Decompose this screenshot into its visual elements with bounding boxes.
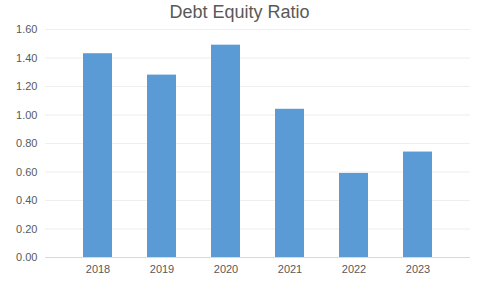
svg-text:1.40: 1.40 — [16, 52, 37, 64]
svg-text:0.20: 0.20 — [16, 223, 37, 235]
svg-text:2018: 2018 — [86, 263, 110, 275]
html-text:Debt Equity Ratio: Debt Equity Ratio — [169, 2, 310, 22]
svg-text:0.40: 0.40 — [16, 194, 37, 206]
svg-text:1.00: 1.00 — [16, 109, 37, 121]
svg-text:0.60: 0.60 — [16, 166, 37, 178]
svg-text:0.80: 0.80 — [16, 137, 37, 149]
svg-text:1.60: 1.60 — [16, 23, 37, 35]
svg-text:2020: 2020 — [214, 263, 238, 275]
svg-text:2021: 2021 — [278, 263, 302, 275]
svg-text:2019: 2019 — [150, 263, 174, 275]
svg-text:2023: 2023 — [406, 263, 430, 275]
svg-text:1.20: 1.20 — [16, 80, 37, 92]
svg-text:0.00: 0.00 — [16, 251, 37, 263]
svg-text:2022: 2022 — [342, 263, 366, 275]
